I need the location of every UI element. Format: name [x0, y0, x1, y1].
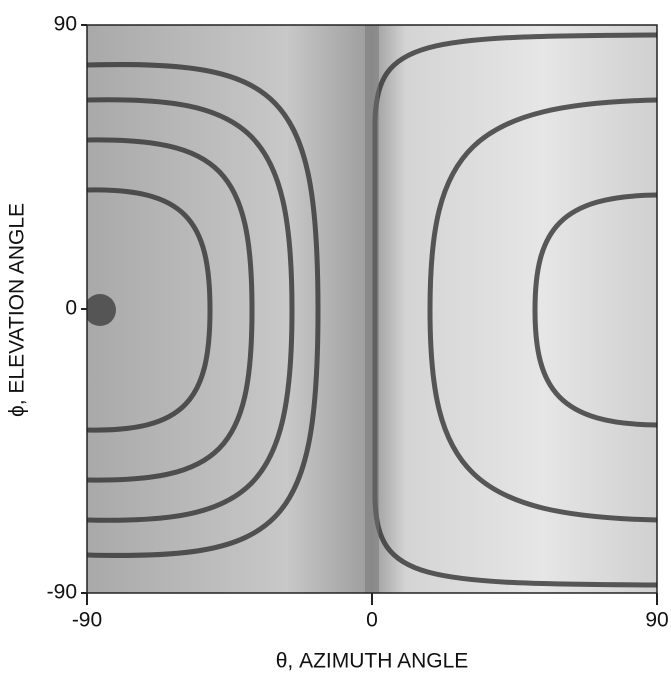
x-tick-label: 0	[366, 609, 378, 632]
fringe	[427, 97, 657, 523]
fringe	[532, 192, 657, 428]
fringe-pattern	[87, 25, 657, 593]
fringe	[87, 97, 295, 523]
y-tick-label: 0	[65, 297, 77, 320]
fringe	[87, 294, 116, 326]
y-axis-label: ϕ, ELEVATION ANGLE	[6, 203, 29, 417]
fringe	[87, 137, 255, 483]
x-axis-label: θ, AZIMUTH ANGLE	[276, 650, 469, 673]
y-tick-label: 90	[54, 13, 77, 36]
x-tick-label: -90	[72, 609, 102, 632]
y-tick-label: -90	[47, 581, 77, 604]
fringe	[87, 62, 321, 558]
x-tick-label: 90	[645, 609, 668, 632]
fringe	[87, 187, 213, 433]
